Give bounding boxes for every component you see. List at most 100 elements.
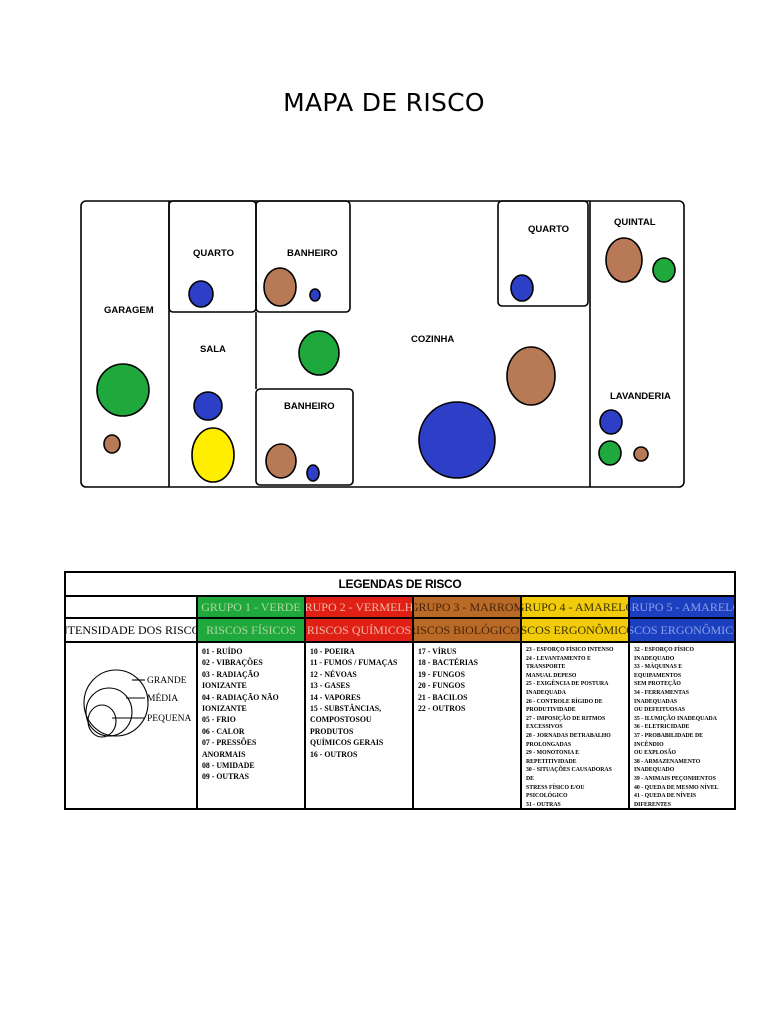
risk-list-item: 09 - OUTRAS (202, 771, 249, 782)
room-label-quintal: QUINTAL (614, 217, 656, 228)
risk-list-item: 11 - FUMOS / FUMAÇAS (310, 657, 398, 668)
risk-list-item: 23 - ESFORÇO FÍSICO INTENSO (526, 646, 614, 653)
risk-circle-marrom-lavanderia (633, 446, 649, 462)
risk-list-item: STRESS FÍSICO E/OU PSICOLÓGICO (526, 783, 585, 800)
intensity-circles-icon: GRANDE MÉDIA PEQUENA (83, 668, 191, 738)
risk-list-item: 06 - CALOR (202, 725, 245, 736)
risk-list-item: 19 - FUNGOS (418, 668, 465, 679)
risk-list-item: 36 - ELETRICIDADE (634, 723, 690, 731)
risk-list-item: 38 - ARMAZENAMENTO (634, 757, 701, 765)
risk-list-item: 12 - NÉVOAS (310, 668, 357, 679)
risk-list-item: 07 - PRESSÕES ANORMAIS (202, 737, 257, 759)
risk-list-item: 40 - QUEDA DE MESMO NÍVEL (634, 783, 719, 791)
risk-circle-marrom-banheiro (265, 443, 297, 479)
risk-list-item: 39 - ANIMAIS PEÇONHENTOS (634, 774, 716, 782)
risk-list-item: 22 - OUTROS (418, 703, 466, 714)
risk-list-item: 27 - IMPOSIÇÃO DE RITMOS (526, 714, 606, 722)
room-label-lavanderia: LAVANDERIA (610, 391, 671, 402)
map-outer-wall (80, 200, 685, 488)
list-fisicos: 01 - RUÍDO 02 - VIBRAÇÕES 03 - RADIAÇÃO IO… (198, 643, 306, 808)
legend-category-row: INTENSIDADE DOS RISCOS RISCOS FÍSICOS RI… (66, 619, 734, 643)
group-2-label: GRUPO 2 - VERMELHO (306, 597, 414, 617)
risk-list-item: 15 - SUBSTÂNCIAS, (310, 703, 382, 714)
room-label-cozinha: COZINHA (411, 334, 454, 345)
circle-media (85, 686, 133, 737)
circle-grande (83, 668, 149, 737)
risk-circle-azul-quarto (510, 274, 534, 302)
room-label-banheiro-2: BANHEIRO (284, 401, 335, 412)
risk-circle-verde-garagem (96, 363, 150, 417)
category-biologicos: RISCOS BIOLÓGICOS (414, 619, 522, 641)
risk-circle-marrom-banheiro (263, 267, 297, 307)
page-title: MAPA DE RISCO (283, 88, 485, 117)
list-biologicos: 17 - VÍRUS 18 - BACTÉRIAS 19 - FUNGOS 20 - … (414, 643, 522, 808)
risk-list-item: OU DEFEITUOSAS (634, 706, 686, 714)
category-ergonomicos-5: RISCOS ERGONÔMICOS (630, 619, 734, 641)
list-ergonomicos-4: 23 - ESFORÇO FÍSICO INTENSO 24 - LEVANTAM… (522, 643, 630, 808)
risk-list-item: 20 - FUNGOS (418, 680, 465, 691)
risk-list-item: 14 - VAPORES (310, 691, 361, 702)
risk-circle-azul-quarto (188, 280, 214, 308)
risk-list-item: EXCESSIVOS (526, 723, 563, 731)
risk-list-item: 25 - EXIGÊNCIA DE POSTURA (526, 680, 609, 688)
intensity-header: INTENSIDADE DOS RISCOS (66, 619, 198, 641)
label-media: MÉDIA (147, 692, 178, 704)
group-1-label: GRUPO 1 - VERDE (198, 597, 306, 617)
room-label-sala: SALA (200, 344, 226, 355)
risk-circle-verde-quintal (652, 257, 676, 283)
risk-list-item: PRODUTIVIDADE (526, 706, 576, 714)
group-3-label: GRUPO 3 - MARROM (414, 597, 522, 617)
wall-banheiro-1 (255, 200, 351, 313)
risk-list-item: 28 - JORNADAS DETRABALHO (526, 731, 611, 739)
risk-list-item: INADEQUADA (526, 688, 566, 696)
risk-circle-azul-sala (193, 391, 223, 421)
risk-list-item: 01 - RUÍDO (202, 646, 243, 656)
risk-list-item: SEM PROTEÇÃO (634, 680, 681, 688)
risk-circle-azul-banheiro (309, 288, 321, 302)
risk-list-item: 41 - QUEDA DE NÍVEIS DIFERENTES (634, 792, 697, 808)
risk-list-item: 10 - POEIRA (310, 646, 355, 656)
risk-list-item: 03 - RADIAÇÃO IONIZANTE (202, 668, 260, 691)
group-4-label: GRUPO 4 - AMARELO (522, 597, 630, 617)
risk-list-item: 26 - CONTROLE RÍGIDO DE (526, 697, 603, 705)
label-grande: GRANDE (147, 676, 187, 686)
risk-list-item: 34 - FERRAMENTAS INADEQUADAS (634, 688, 689, 705)
risk-list-item: 04 - RADIAÇÃO NÃO IONIZANTE (202, 691, 279, 714)
risk-circle-verde-sala (298, 330, 340, 376)
risk-circle-azul-lavanderia (599, 409, 623, 435)
risk-list-item: INADEQUADO (634, 766, 675, 774)
risk-list-item: 30 - SITUAÇÕES CAUSADORAS DE (526, 766, 612, 782)
risk-list-item: 35 - ILUMIÇÃO INADEQUADA (634, 714, 717, 722)
list-quimicos: 10 - POEIRA 11 - FUMOS / FUMAÇAS 12 - NÉVO… (306, 643, 414, 808)
risk-list-item: 02 - VIBRAÇÕES (202, 657, 263, 668)
risk-list-item: MANUAL DEPESO (526, 671, 577, 679)
legend-detail-row: GRANDE MÉDIA PEQUENA 01 - RUÍDO 02 - VIBR… (66, 643, 734, 808)
risk-list-item: 13 - GASES (310, 680, 350, 691)
risk-list-item: 37 - PROBABILIDADE DE INCÊNDIO (634, 731, 704, 748)
risk-list-item: 32 - ESFORÇO FÍSICO INADEQUADO (634, 646, 695, 662)
risk-circle-azul-banheiro (306, 464, 320, 482)
risk-legend: LEGENDAS DE RISCO GRUPO 1 - VERDE GRUPO … (64, 571, 736, 810)
wall-banheiro-2 (255, 388, 354, 486)
legend-title: LEGENDAS DE RISCO (66, 573, 734, 597)
legend-blank-cell (66, 597, 198, 617)
risk-circle-marrom-quintal (605, 237, 643, 283)
room-label-banheiro-1: BANHEIRO (287, 248, 338, 259)
risk-list-item: COMPOSTOSOU PRODUTOS (310, 714, 372, 736)
risk-circle-marrom-cozinha (506, 346, 556, 406)
risk-list-item: 29 - MONOTONIA E REPETITIVIDADE (526, 749, 580, 765)
category-fisicos: RISCOS FÍSICOS (198, 619, 306, 641)
wall-quarto-2 (497, 200, 589, 307)
legend-group-row: GRUPO 1 - VERDE GRUPO 2 - VERMELHO GRUPO… (66, 597, 734, 619)
group-5-label: GRUPO 5 - AMARELO (630, 597, 734, 617)
intensity-diagram: GRANDE MÉDIA PEQUENA (66, 643, 198, 808)
label-pequena: PEQUENA (147, 714, 191, 724)
risk-circle-marrom-garagem (103, 434, 121, 454)
risk-list-item: 24 - LEVANTAMENTO E TRANSPORTE (526, 654, 591, 671)
circle-pequena (87, 703, 117, 738)
risk-list-item: 05 - FRIO (202, 714, 236, 725)
risk-circle-verde-lavanderia (598, 440, 622, 466)
risk-list-item: 21 - BACILOS (418, 691, 468, 702)
list-ergonomicos-5: 32 - ESFORÇO FÍSICO INADEQUADO 33 - MÁQUI… (630, 643, 734, 808)
